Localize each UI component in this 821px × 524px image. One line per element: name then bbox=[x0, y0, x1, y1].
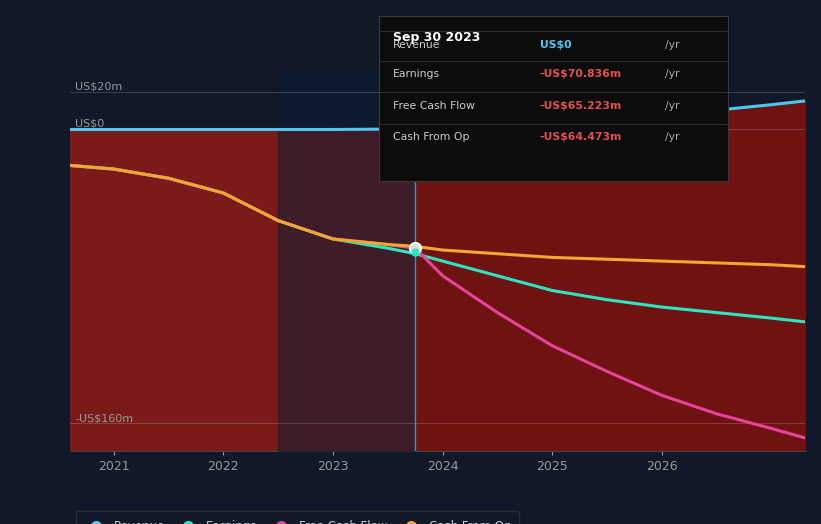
Text: Revenue: Revenue bbox=[393, 40, 441, 50]
Text: Cash From Op: Cash From Op bbox=[393, 132, 470, 142]
Text: /yr: /yr bbox=[665, 40, 680, 50]
Text: Earnings: Earnings bbox=[393, 69, 440, 79]
Text: -US$160m: -US$160m bbox=[76, 413, 133, 423]
Text: Analysts Forecasts: Analysts Forecasts bbox=[426, 88, 536, 101]
Text: Sep 30 2023: Sep 30 2023 bbox=[393, 30, 480, 43]
Text: US$20m: US$20m bbox=[76, 82, 122, 92]
Text: -US$64.473m: -US$64.473m bbox=[540, 132, 622, 142]
Text: Free Cash Flow: Free Cash Flow bbox=[393, 101, 475, 111]
Text: -US$70.836m: -US$70.836m bbox=[540, 69, 622, 79]
Text: /yr: /yr bbox=[665, 132, 680, 142]
Text: Past: Past bbox=[384, 88, 409, 101]
Text: US$0: US$0 bbox=[540, 40, 571, 50]
Legend: Revenue, Earnings, Free Cash Flow, Cash From Op: Revenue, Earnings, Free Cash Flow, Cash … bbox=[76, 511, 520, 524]
Text: /yr: /yr bbox=[665, 69, 680, 79]
Text: US$0: US$0 bbox=[76, 118, 104, 128]
Text: /yr: /yr bbox=[665, 101, 680, 111]
Text: -US$65.223m: -US$65.223m bbox=[540, 101, 622, 111]
